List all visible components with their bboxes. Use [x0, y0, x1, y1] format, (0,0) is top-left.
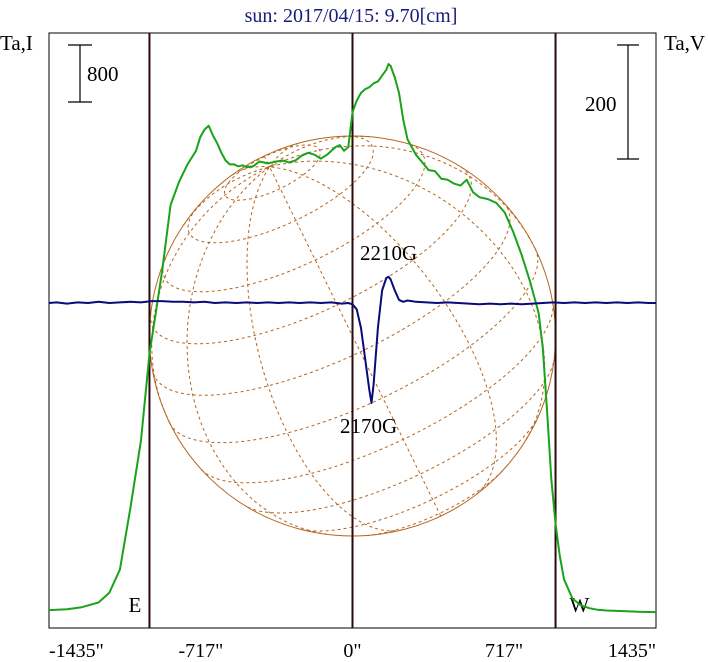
grid-longitude-line — [232, 165, 270, 175]
grid-latitude-line — [247, 361, 555, 514]
grid-longitude-line — [269, 145, 536, 250]
grid-latitude-line — [301, 416, 539, 532]
annotation-negative: 2170G — [340, 414, 397, 438]
x-tick-label: 1435" — [608, 640, 656, 662]
x-tick-labels: -1435" -717" 0" 717" 1435" — [49, 640, 656, 662]
grid-longitude-line — [269, 166, 442, 517]
grid-longitude-line — [246, 166, 402, 532]
grid-longitude-line — [186, 166, 327, 535]
series-group — [48, 63, 657, 614]
grid-latitude-line — [162, 142, 426, 293]
right-axis-label: Ta,V — [664, 31, 705, 55]
series-intensity-line — [48, 63, 657, 614]
grid-longitude-line — [269, 135, 370, 168]
chart-title: sun: 2017/04/15: 9.70[cm] — [245, 5, 458, 27]
x-tick-label: 717" — [485, 640, 523, 662]
scale-bar-polarization-label: 200 — [585, 92, 617, 116]
grid-latitude-line — [152, 204, 511, 396]
grid-longitude-line — [269, 166, 497, 495]
grid-longitude-line — [182, 166, 270, 226]
grid-longitude-line — [151, 166, 270, 424]
annotation-positive: 2210G — [360, 241, 417, 265]
scale-bar-intensity-label: 800 — [87, 62, 119, 86]
marker-label-E: E — [128, 593, 141, 617]
grid-longitude-line — [269, 142, 299, 168]
grid-longitude-line — [263, 155, 270, 168]
grid-latitude-line — [187, 135, 374, 244]
x-tick-label: 0" — [343, 640, 361, 662]
x-tick-label: -1435" — [49, 640, 104, 662]
grid-latitude-line — [149, 166, 473, 345]
x-tick-label: -717" — [178, 640, 223, 662]
scale-bar-intensity: 800 — [68, 44, 119, 103]
left-axis-label: Ta,I — [0, 31, 33, 55]
series-polarization-line — [48, 275, 656, 404]
scale-bar-polarization: 200 — [585, 44, 639, 160]
